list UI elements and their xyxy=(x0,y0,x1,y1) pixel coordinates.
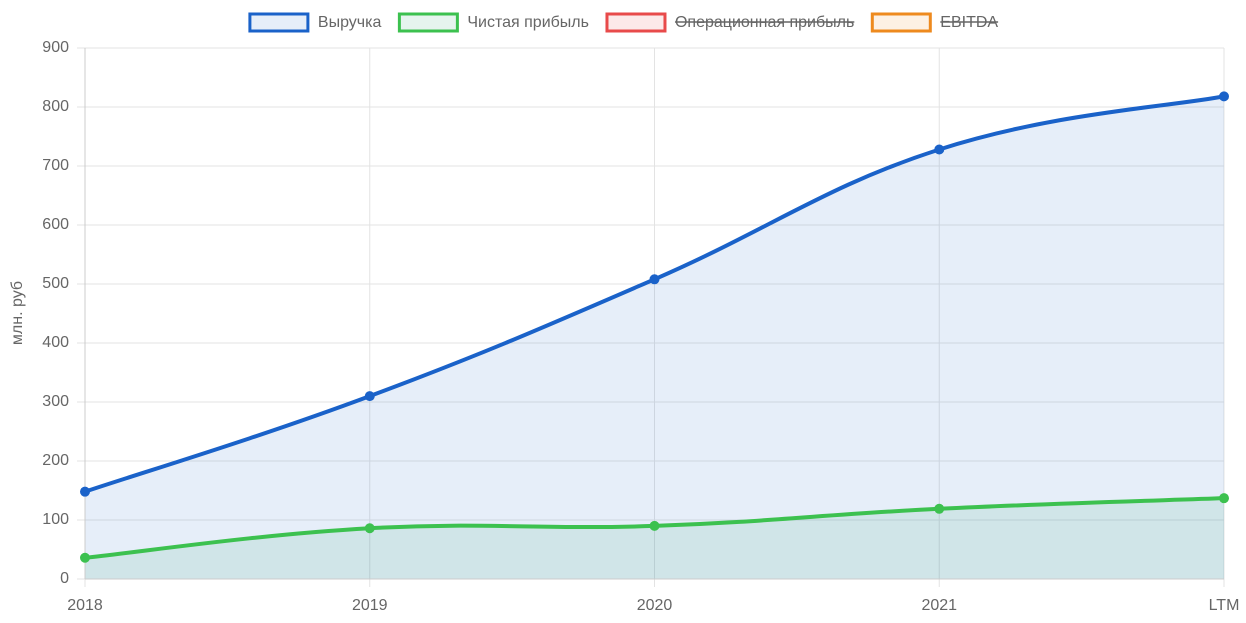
data-point xyxy=(649,520,660,531)
y-tick-label: 500 xyxy=(42,275,69,292)
legend-swatch xyxy=(605,12,667,33)
legend-swatch xyxy=(870,12,932,33)
legend-item[interactable]: EBITDA xyxy=(870,12,998,33)
x-tick-label: 2021 xyxy=(921,597,957,614)
x-tick-label: 2018 xyxy=(67,597,103,614)
data-point xyxy=(934,144,945,155)
data-point xyxy=(364,391,375,402)
legend-label: Чистая прибыль xyxy=(467,14,589,31)
y-tick-label: 600 xyxy=(42,216,69,233)
x-tick-label: 2020 xyxy=(637,597,673,614)
y-axis-label: млн. руб xyxy=(9,281,26,345)
data-point xyxy=(364,523,375,534)
legend-swatch xyxy=(397,12,459,33)
x-tick-label: 2019 xyxy=(352,597,388,614)
y-tick-label: 0 xyxy=(60,570,69,587)
legend-item[interactable]: Операционная прибыль xyxy=(605,12,855,33)
y-tick-label: 800 xyxy=(42,98,69,115)
series-area xyxy=(85,498,1224,579)
data-point xyxy=(934,503,945,514)
legend-swatch xyxy=(248,12,310,33)
legend-item[interactable]: Выручка xyxy=(248,12,382,33)
data-point xyxy=(649,274,660,285)
data-point xyxy=(80,552,90,563)
y-tick-label: 100 xyxy=(42,511,69,528)
data-point xyxy=(1219,493,1229,504)
y-tick-label: 300 xyxy=(42,393,69,410)
legend: Выручка Чистая прибыль Операционная прибыл… xyxy=(248,12,998,33)
x-tick-label: LTM xyxy=(1209,597,1240,614)
y-tick-label: 900 xyxy=(42,39,69,56)
series-area xyxy=(85,96,1224,579)
data-point xyxy=(1219,91,1229,102)
data-point xyxy=(80,486,90,497)
legend-label: Выручка xyxy=(318,14,382,31)
y-tick-label: 700 xyxy=(42,157,69,174)
y-tick-label: 200 xyxy=(42,452,69,469)
y-tick-label: 400 xyxy=(42,334,69,351)
legend-item[interactable]: Чистая прибыль xyxy=(397,12,589,33)
